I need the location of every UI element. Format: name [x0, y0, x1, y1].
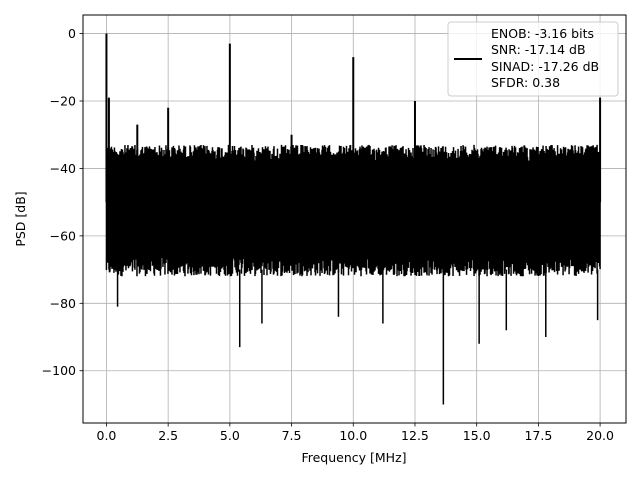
legend-entry-sinad: SINAD: -17.26 dB [491, 59, 599, 74]
x-tick-label: 10.0 [339, 428, 367, 443]
legend-entry-enob: ENOB: -3.16 bits [491, 26, 594, 41]
y-tick-label: −80 [50, 296, 76, 311]
x-axis-title: Frequency [MHz] [301, 450, 406, 465]
x-tick-label: 5.0 [220, 428, 240, 443]
legend-entry-sfdr: SFDR: 0.38 [491, 75, 560, 90]
x-tick-label: 20.0 [586, 428, 614, 443]
x-tick-label: 15.0 [463, 428, 491, 443]
plot-frame [82, 14, 627, 424]
y-axis-ticks: 0 −20 −40 −60 −80 −100 [42, 26, 83, 378]
x-tick-label: 7.5 [282, 428, 302, 443]
legend-entry-snr: SNR: -17.14 dB [491, 42, 586, 57]
psd-noise-floor [105, 144, 601, 277]
y-axis-title: PSD [dB] [13, 191, 28, 246]
legend-box [447, 21, 619, 97]
x-tick-label: 2.5 [158, 428, 178, 443]
y-tick-label: −100 [42, 363, 76, 378]
x-tick-label: 17.5 [524, 428, 552, 443]
y-tick-label: −40 [50, 161, 76, 176]
y-tick-label: −20 [50, 93, 76, 108]
x-tick-label: 0.0 [97, 428, 117, 443]
legend: ENOB: -3.16 bits SNR: -17.14 dB SINAD: -… [447, 21, 619, 97]
y-tick-label: −60 [50, 228, 76, 243]
x-tick-label: 12.5 [401, 428, 429, 443]
y-tick-label: 0 [68, 26, 76, 41]
psd-series [105, 33, 602, 405]
x-axis-ticks: 0.0 2.5 5.0 7.5 10.0 12.5 15.0 17.5 20.0 [97, 423, 614, 443]
